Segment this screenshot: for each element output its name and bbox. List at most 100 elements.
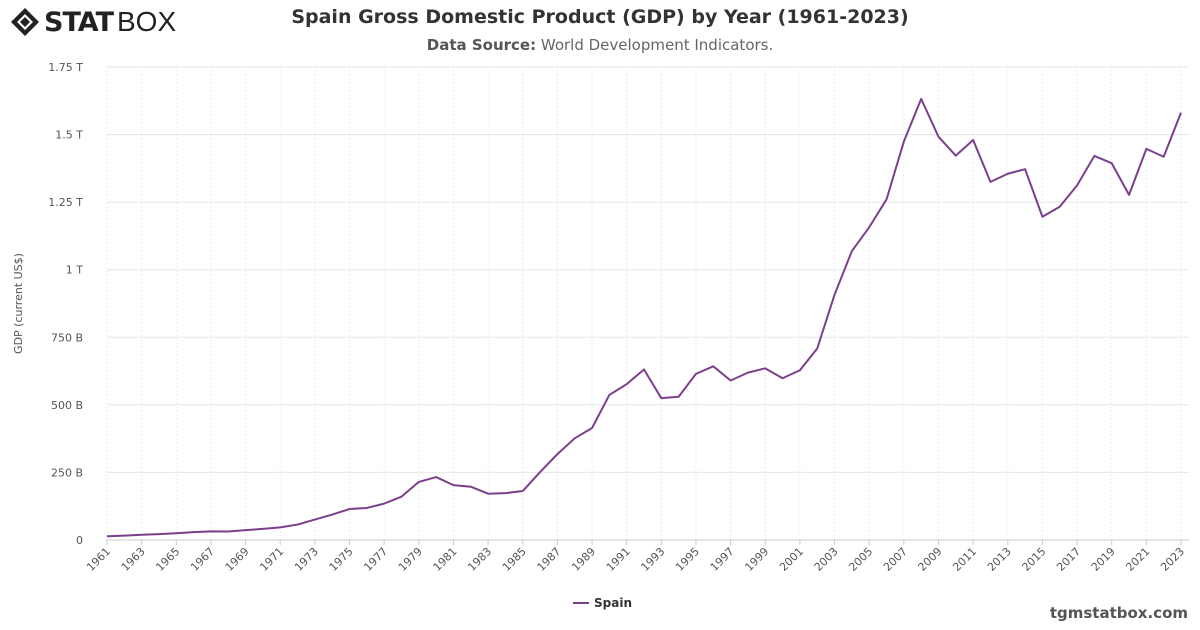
y-tick-label: 500 B <box>51 399 83 412</box>
x-tick-label: 2001 <box>777 545 806 574</box>
x-tick-label: 1973 <box>292 545 321 574</box>
data-point <box>936 135 940 139</box>
data-point <box>694 372 698 376</box>
x-tick-label: 2007 <box>881 545 910 574</box>
x-tick-label: 1987 <box>535 545 564 574</box>
data-point <box>1075 183 1079 187</box>
x-tick-label: 1985 <box>500 545 529 574</box>
data-point <box>244 528 248 532</box>
y-tick-label: 1.25 T <box>48 196 83 209</box>
y-tick-label: 1.75 T <box>48 61 83 74</box>
x-tick-label: 1981 <box>431 545 460 574</box>
data-point <box>226 529 230 533</box>
x-tick-label: 1967 <box>188 545 217 574</box>
legend-label-spain: Spain <box>594 596 632 610</box>
subtitle-label: Data Source: <box>426 36 537 54</box>
data-point <box>590 426 594 430</box>
x-tick-label: 2003 <box>812 545 841 574</box>
data-point <box>971 138 975 142</box>
data-point <box>677 395 681 399</box>
x-tick-label: 2017 <box>1054 545 1083 574</box>
data-point <box>140 533 144 537</box>
data-point <box>278 525 282 529</box>
data-point <box>833 293 837 297</box>
x-tick-label: 1975 <box>327 545 356 574</box>
x-tick-label: 1963 <box>119 545 148 574</box>
data-point <box>1179 111 1183 115</box>
x-tick-label: 1993 <box>638 545 667 574</box>
data-point <box>434 475 438 479</box>
series-line-spain <box>106 97 1182 538</box>
data-point <box>174 531 178 535</box>
x-tick-label: 2021 <box>1123 545 1152 574</box>
chart-subtitle: Data Source: World Development Indicator… <box>0 36 1200 54</box>
data-point <box>919 97 923 101</box>
x-tick-label: 1977 <box>361 545 390 574</box>
data-point <box>555 452 559 456</box>
x-tick-label: 1989 <box>569 545 598 574</box>
diamond-logo-icon <box>11 8 39 36</box>
y-tick-label: 250 B <box>51 466 83 479</box>
y-tick-label: 0 <box>76 534 83 547</box>
data-point <box>988 180 992 184</box>
data-point <box>313 518 317 522</box>
data-point <box>538 470 542 474</box>
x-tick-label: 2013 <box>985 545 1014 574</box>
x-tick-label: 2019 <box>1089 545 1118 574</box>
data-point <box>417 480 421 484</box>
data-point <box>781 376 785 380</box>
data-point <box>192 530 196 534</box>
x-tick-label: 1965 <box>153 545 182 574</box>
y-tick-label: 1 T <box>66 264 83 277</box>
x-tick-label: 1997 <box>708 545 737 574</box>
data-point <box>642 367 646 371</box>
logo-text-light: BOX <box>116 6 177 37</box>
statbox-logo: STAT BOX <box>10 6 176 38</box>
data-point <box>815 347 819 351</box>
x-tick-label: 2011 <box>950 545 979 574</box>
data-point <box>659 396 663 400</box>
x-tick-label: 1991 <box>604 545 633 574</box>
data-point <box>382 502 386 506</box>
data-point <box>451 483 455 487</box>
data-point <box>1127 193 1131 197</box>
data-point <box>902 140 906 144</box>
data-point <box>729 379 733 383</box>
logo-text-bold: STAT <box>44 6 114 38</box>
y-tick-label: 750 B <box>51 331 83 344</box>
data-point <box>1006 172 1010 176</box>
data-point <box>625 382 629 386</box>
data-point <box>486 492 490 496</box>
x-tick-label: 1995 <box>673 545 702 574</box>
x-tick-label: 1979 <box>396 545 425 574</box>
x-tick-label: 1983 <box>465 545 494 574</box>
data-point <box>1023 167 1027 171</box>
data-point <box>573 436 577 440</box>
x-tick-label: 2005 <box>846 545 875 574</box>
data-point <box>607 393 611 397</box>
data-point <box>1144 147 1148 151</box>
data-point <box>122 534 126 538</box>
y-tick-label: 1.5 T <box>55 129 83 142</box>
data-point <box>348 507 352 511</box>
data-point <box>1110 161 1114 165</box>
x-tick-label: 1999 <box>742 545 771 574</box>
data-point <box>850 249 854 253</box>
data-point <box>885 197 889 201</box>
x-tick-label: 2023 <box>1158 545 1187 574</box>
data-point <box>1058 205 1062 209</box>
data-point <box>1040 215 1044 219</box>
subtitle-value: World Development Indicators. <box>540 36 774 54</box>
data-point <box>1092 154 1096 158</box>
x-tick-label: 1961 <box>84 545 113 574</box>
data-point <box>867 225 871 229</box>
data-point <box>798 368 802 372</box>
data-point <box>261 527 265 531</box>
data-point <box>105 534 109 538</box>
data-point <box>954 154 958 158</box>
x-tick-label: 1971 <box>257 545 286 574</box>
data-point <box>746 371 750 375</box>
data-point <box>330 513 334 517</box>
data-point <box>365 506 369 510</box>
